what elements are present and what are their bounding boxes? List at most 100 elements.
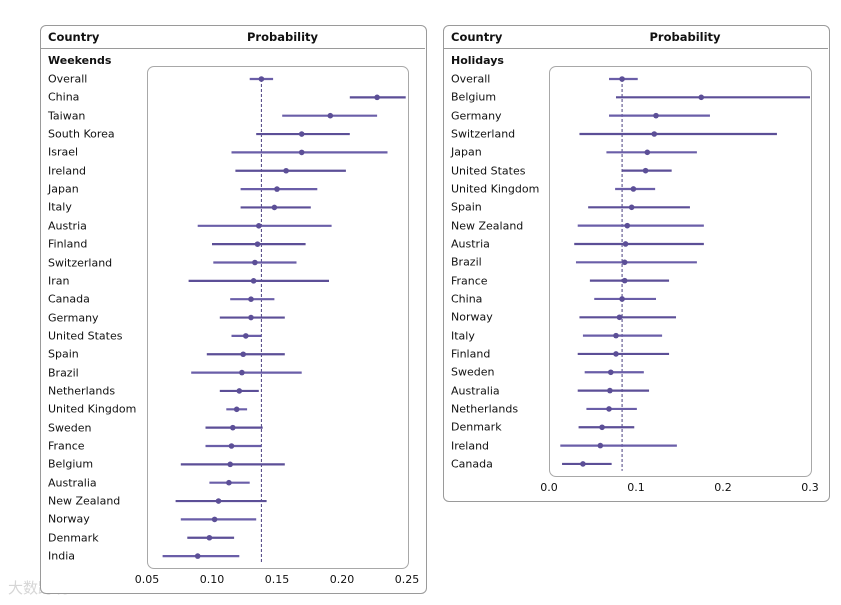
country-label: Canada — [451, 457, 493, 471]
estimate-point — [211, 516, 218, 523]
country-label: United States — [451, 164, 526, 178]
estimate-point — [243, 333, 249, 339]
estimate-point — [250, 278, 257, 284]
country-label: Ireland — [48, 164, 87, 178]
country-label: Ireland — [451, 439, 490, 453]
country-label: New Zealand — [451, 219, 524, 233]
estimate-point — [254, 241, 261, 247]
estimate-point — [597, 442, 604, 449]
country-label: Finland — [451, 347, 491, 361]
country-label: Australia — [48, 476, 97, 490]
plot-area — [549, 66, 812, 477]
estimate-point — [628, 204, 635, 211]
estimate-point — [194, 553, 201, 559]
country-label: Finland — [48, 237, 88, 251]
estimate-point — [271, 204, 278, 211]
x-tick-label: 0.1 — [627, 481, 645, 494]
estimate-point — [613, 351, 619, 357]
country-label: New Zealand — [48, 494, 121, 508]
x-tick-label: 0.20 — [329, 573, 355, 586]
x-tick-label: 0.2 — [714, 481, 732, 494]
estimate-point — [239, 369, 245, 376]
estimate-point — [642, 167, 649, 174]
country-label: Australia — [451, 384, 500, 398]
country-header: Country — [451, 30, 503, 44]
country-label: China — [451, 292, 483, 306]
estimate-point — [228, 443, 235, 449]
country-label: Israel — [48, 145, 79, 159]
country-label: Austria — [48, 219, 87, 233]
country-label: Germany — [451, 109, 502, 123]
country-label: Belgium — [48, 457, 94, 471]
estimate-point — [624, 222, 631, 229]
country-label: Spain — [451, 200, 482, 214]
country-label: Sweden — [48, 421, 92, 435]
estimate-point — [630, 186, 637, 192]
estimate-point — [619, 296, 625, 302]
estimate-point — [644, 149, 651, 156]
country-label: Canada — [48, 292, 90, 306]
estimate-point — [621, 277, 628, 284]
estimate-point — [298, 131, 305, 137]
country-label: Netherlands — [451, 402, 519, 416]
country-label: South Korea — [48, 127, 115, 141]
country-label: Norway — [451, 310, 493, 324]
estimate-point — [226, 479, 232, 486]
estimate-point — [607, 369, 614, 376]
estimate-point — [327, 112, 334, 119]
estimate-point — [215, 498, 222, 504]
estimate-point — [255, 223, 262, 229]
country-label: France — [48, 439, 85, 453]
country-label: China — [48, 90, 80, 104]
country-label: Iran — [48, 274, 70, 288]
estimate-point — [599, 424, 605, 431]
country-label: United States — [48, 329, 123, 343]
x-tick-label: 0.3 — [801, 481, 819, 494]
estimate-point — [236, 388, 243, 394]
estimate-point — [298, 149, 305, 156]
estimate-point — [580, 461, 586, 467]
panel-holidays — [443, 25, 830, 502]
country-label: United Kingdom — [451, 182, 540, 196]
x-tick-label: 0.25 — [394, 573, 420, 586]
estimate-point — [651, 131, 658, 137]
country-label: Overall — [451, 72, 491, 86]
estimate-point — [248, 314, 254, 321]
country-label: Switzerland — [48, 256, 113, 269]
estimate-point — [252, 259, 258, 266]
estimate-point — [607, 387, 613, 394]
header-divider — [41, 48, 425, 49]
plot-area — [147, 66, 409, 569]
country-label: Belgium — [451, 90, 497, 104]
country-label: Overall — [48, 72, 88, 86]
estimate-point — [606, 406, 612, 412]
country-label: Sweden — [451, 365, 495, 379]
estimate-point — [258, 76, 265, 82]
estimate-point — [616, 314, 623, 321]
country-label: Switzerland — [451, 127, 516, 141]
country-label: Spain — [48, 347, 79, 361]
estimate-point — [374, 94, 380, 101]
x-tick-label: 0.15 — [264, 573, 290, 586]
country-label: France — [451, 274, 488, 288]
country-label: Brazil — [451, 255, 482, 269]
country-label: United Kingdom — [48, 402, 137, 416]
estimate-point — [227, 461, 233, 468]
panel-weekends — [40, 25, 427, 594]
country-label: Netherlands — [48, 384, 116, 398]
country-label: Taiwan — [48, 109, 86, 123]
estimate-point — [248, 296, 254, 303]
probability-header: Probability — [649, 30, 721, 44]
country-label: Norway — [48, 512, 90, 526]
section-title: Weekends — [48, 54, 112, 67]
country-label: India — [48, 549, 75, 563]
estimate-point — [274, 186, 280, 192]
estimate-point — [698, 94, 705, 101]
estimate-point — [653, 112, 659, 119]
estimate-point — [206, 534, 213, 541]
x-tick-label: 0.10 — [199, 573, 225, 586]
estimate-point — [622, 241, 629, 247]
